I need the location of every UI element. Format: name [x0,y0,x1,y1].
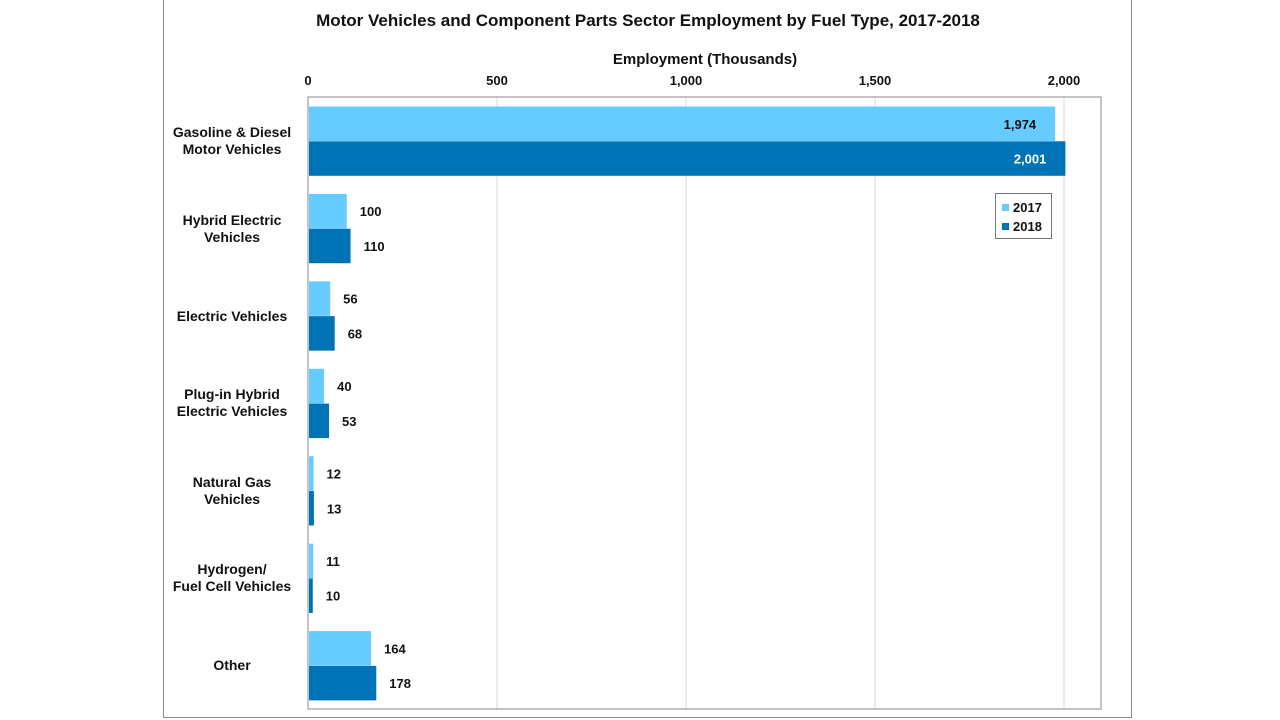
bar-2018 [309,665,377,701]
bar-2018 [309,403,330,439]
bar-2018 [309,316,335,351]
gridlines [496,97,1065,709]
legend-swatch-2018 [1002,223,1009,230]
category-label-line: Other [213,657,251,674]
bar-2017 [309,456,314,491]
data-label-2017: 164 [384,641,406,656]
data-label-2018: 53 [342,414,356,429]
bar-2018 [309,491,314,526]
data-label-2018: 110 [364,239,385,254]
category-label: Hydrogen/Fuel Cell Vehicles [157,561,307,595]
category-label: Plug-in Hybrid Electric Vehicles [157,386,307,420]
data-label-2017: 1,974 [1004,117,1037,132]
legend-swatch-2017 [1002,204,1009,211]
legend-label-2018: 2018 [1013,219,1042,234]
data-label-2018: 2,001 [1014,152,1047,167]
legend-item-2017: 2017 [1002,198,1051,217]
x-tick-label: 0 [304,73,311,88]
x-tick-label: 500 [486,73,508,88]
bars [309,106,1066,701]
category-label-line: Fuel Cell Vehicles [172,578,292,595]
bar-2017 [309,281,331,316]
x-tick-label: 1,000 [670,73,703,88]
category-label: Gasoline & Diesel Motor Vehicles [157,124,307,158]
category-label-line: Natural Gas [192,473,272,490]
category-label-line: Hybrid Electric [182,211,282,228]
bar-2017 [309,631,371,666]
bar-2018 [309,141,1066,176]
category-label-line: Electric Vehicles [176,403,288,420]
data-label-2018: 178 [389,676,411,691]
category-label-line: Plug-in Hybrid [184,386,280,403]
category-label-line: Motor Vehicles [182,141,282,158]
data-label-2017: 11 [326,554,340,569]
data-label-2017: 40 [337,379,351,394]
data-label-2018: 68 [348,326,362,341]
bar-2018 [309,578,313,613]
legend: 2017 2018 [995,193,1052,239]
x-tick-label: 1,500 [859,73,892,88]
bar-labels: 1,974 2,001 100 110 56 68 40 53 12 13 11 10 164 178 [326,117,1047,691]
category-label-line: Vehicles [203,490,261,507]
legend-label-2017: 2017 [1013,200,1042,215]
data-label-2018: 13 [327,501,341,516]
bar-2017 [309,106,1056,141]
legend-item-2018: 2018 [1002,217,1051,236]
bar-2017 [309,368,325,404]
category-label: Electric Vehicles [157,308,307,325]
x-tick-label: 2,000 [1048,73,1081,88]
data-label-2018: 10 [326,589,340,604]
plot-area-border [307,96,1102,710]
x-axis-label: Employment (Thousands) [613,51,797,68]
data-label-2017: 100 [360,204,382,219]
bar-2017 [309,193,347,229]
data-label-2017: 56 [343,292,357,307]
bar-2018 [309,228,351,264]
category-label-line: Gasoline & Diesel [172,124,292,141]
category-label-line: Hydrogen/ [197,561,267,578]
data-label-2017: 12 [327,466,341,481]
category-label: Hybrid Electric Vehicles [157,212,307,246]
chart-title: Motor Vehicles and Component Parts Secto… [316,11,980,30]
category-label: Natural Gas Vehicles [157,474,307,508]
bar-2017 [309,543,314,579]
x-axis-ticks: 0 500 1,000 1,500 2,000 [304,73,1080,88]
category-label: Other [157,657,307,674]
category-label-line: Electric Vehicles [176,307,288,324]
category-label-line: Vehicles [203,228,261,245]
